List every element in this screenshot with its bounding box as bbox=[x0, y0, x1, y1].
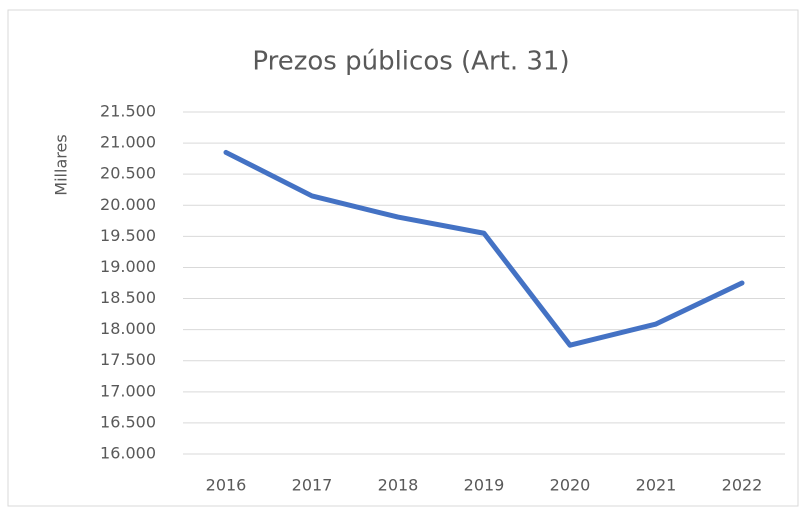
y-tick-label: 16.000 bbox=[100, 444, 156, 463]
y-tick-label: 20.000 bbox=[100, 195, 156, 214]
x-tick-label: 2022 bbox=[722, 476, 763, 495]
y-tick-label: 16.500 bbox=[100, 412, 156, 431]
x-tick-label: 2020 bbox=[550, 476, 591, 495]
x-tick-label: 2019 bbox=[464, 476, 505, 495]
line-series bbox=[223, 149, 745, 348]
y-tick-label: 19.500 bbox=[100, 226, 156, 245]
y-tick-label: 17.500 bbox=[100, 350, 156, 369]
chart-title: Prezos públicos (Art. 31) bbox=[252, 47, 569, 77]
y-tick-label: 20.500 bbox=[100, 164, 156, 183]
y-tick-label: 21.500 bbox=[100, 102, 156, 121]
y-tick-label: 21.000 bbox=[100, 133, 156, 152]
x-tick-label: 2021 bbox=[636, 476, 677, 495]
x-tick-label: 2017 bbox=[292, 476, 333, 495]
y-tick-label: 17.000 bbox=[100, 381, 156, 400]
y-tick-label: 18.000 bbox=[100, 319, 156, 338]
y-axis-label: Millares bbox=[52, 134, 71, 195]
y-tick-label: 18.500 bbox=[100, 288, 156, 307]
x-tick-label: 2018 bbox=[378, 476, 419, 495]
x-tick-label: 2016 bbox=[206, 476, 247, 495]
y-tick-label: 19.000 bbox=[100, 257, 156, 276]
